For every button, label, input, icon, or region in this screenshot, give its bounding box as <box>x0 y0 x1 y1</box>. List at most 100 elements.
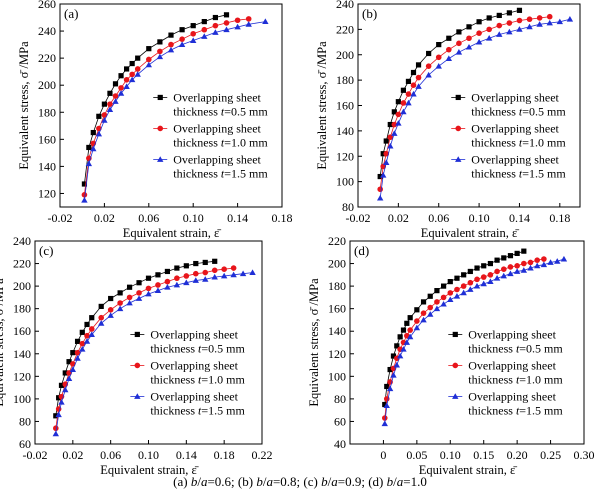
data-point <box>53 413 59 419</box>
legend-label: Overlapping sheet <box>150 358 238 372</box>
legend-thickness: thickness t=1.0 mm <box>468 372 563 386</box>
data-point <box>540 261 548 268</box>
x-axis-label: Equivalent strain, ε̄ <box>100 463 199 477</box>
data-point <box>66 359 72 365</box>
x-tick-label: 0.18 <box>272 211 293 225</box>
data-point <box>405 91 412 97</box>
panel-label: (a) <box>64 6 78 21</box>
data-point <box>400 87 407 93</box>
data-point <box>410 82 417 88</box>
data-point <box>174 275 180 282</box>
data-point <box>212 14 218 21</box>
y-tick-label: 140 <box>13 347 31 361</box>
y-axis-label: Equivalent stress, σ̄ /MPa <box>0 278 6 407</box>
data-point <box>521 248 527 254</box>
data-point <box>496 31 503 37</box>
legend-marker <box>455 125 462 132</box>
data-point <box>112 81 119 87</box>
y-tick-label: 200 <box>38 78 56 92</box>
data-point <box>395 120 402 126</box>
legend-thickness: thickness t=1.0 mm <box>471 135 566 149</box>
data-point <box>420 299 427 305</box>
data-point <box>487 260 493 267</box>
data-point <box>382 401 388 408</box>
data-point <box>393 361 400 368</box>
data-point <box>466 35 472 42</box>
data-point <box>390 353 397 359</box>
x-tick-label: 0.10 <box>138 448 159 462</box>
data-point <box>434 299 440 305</box>
data-point <box>414 318 420 324</box>
caption-part: b <box>190 474 198 489</box>
data-point <box>52 430 60 437</box>
data-point <box>454 286 460 293</box>
data-point <box>106 106 114 112</box>
legend-label: Overlapping sheet <box>150 389 238 403</box>
data-point <box>101 112 108 118</box>
y-tick-label: 180 <box>336 73 354 87</box>
caption-part: (b) <box>237 474 257 489</box>
data-point <box>405 78 412 84</box>
data-point <box>384 383 390 390</box>
x-tick-label: 0.14 <box>176 448 197 462</box>
data-point <box>134 71 141 77</box>
data-point <box>79 329 85 335</box>
x-tick-label: 0.02 <box>94 211 115 225</box>
data-point <box>145 61 152 68</box>
data-point <box>211 267 218 274</box>
data-point <box>81 192 88 198</box>
panel-label: (b) <box>362 6 377 21</box>
data-point <box>506 10 512 16</box>
data-point <box>220 272 228 279</box>
data-point <box>53 425 59 432</box>
data-point <box>440 300 447 307</box>
y-tick-label: 240 <box>38 24 56 38</box>
data-point <box>377 186 384 193</box>
data-point <box>404 320 410 326</box>
data-point <box>155 282 161 288</box>
data-point <box>420 310 427 316</box>
y-tick-label: 240 <box>336 0 354 11</box>
data-point <box>136 290 142 296</box>
legend-marker <box>452 362 459 369</box>
data-point <box>566 16 574 22</box>
plot-frame <box>59 3 283 208</box>
chart-panel-d: (d) 0 0.05 0.10 0.15 0.20 0.25 0.30 40 60 80 100 120… <box>307 234 595 477</box>
data-point <box>453 293 461 299</box>
data-point <box>521 260 527 267</box>
data-point <box>155 272 161 278</box>
x-tick-label: 0.22 <box>252 448 273 462</box>
data-point <box>514 263 520 269</box>
y-tick-label: 80 <box>342 200 354 214</box>
data-point <box>126 294 133 301</box>
data-point <box>101 117 108 123</box>
caption-part: a <box>200 474 208 489</box>
data-point <box>164 268 171 275</box>
data-point <box>516 7 523 13</box>
data-point <box>190 37 197 43</box>
data-point <box>107 101 113 107</box>
data-point <box>536 15 543 21</box>
caption-part: (c) <box>303 474 322 489</box>
data-point <box>387 366 393 373</box>
legend-marker <box>134 331 140 338</box>
data-point <box>117 290 123 296</box>
panel-label: (d) <box>354 243 369 258</box>
x-tick-label: 0.14 <box>509 211 530 225</box>
data-point <box>486 26 492 33</box>
y-tick-label: 140 <box>336 124 354 138</box>
legend-thickness: thickness t=0.5 mm <box>150 341 245 355</box>
data-point <box>126 284 133 290</box>
data-point <box>74 338 81 344</box>
data-point <box>433 305 441 312</box>
data-point <box>406 333 414 340</box>
x-tick-label: 0.18 <box>549 211 570 225</box>
data-point <box>454 275 460 281</box>
data-point <box>414 307 420 313</box>
y-tick-label: 180 <box>328 279 346 293</box>
data-point <box>410 69 417 76</box>
data-point <box>245 16 252 22</box>
